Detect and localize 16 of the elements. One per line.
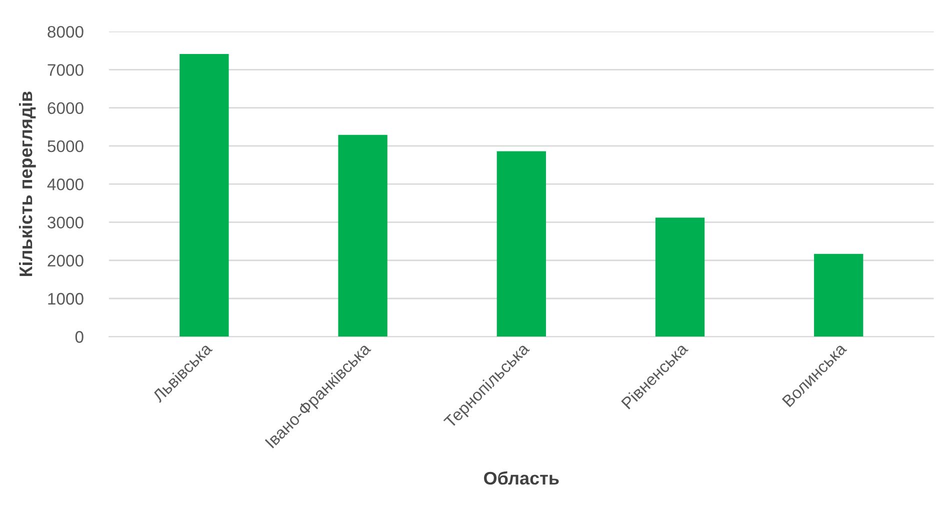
- y-tick-label: 0: [75, 331, 84, 343]
- y-tick-label: 1000: [48, 292, 84, 305]
- y-axis-title: Кількість переглядів: [19, 92, 36, 276]
- y-tick-label: 4000: [47, 178, 84, 190]
- y-tick-label: 7000: [48, 64, 84, 76]
- y-tick-label: 6000: [48, 102, 84, 114]
- bar: [338, 134, 388, 337]
- y-tick-label: 5000: [48, 140, 84, 152]
- bar: [496, 151, 546, 337]
- bar: [180, 54, 229, 337]
- bar: [655, 218, 705, 337]
- y-tick-label: 3000: [48, 216, 84, 228]
- y-tick-label: 2000: [48, 254, 84, 267]
- x-axis-title: Область: [484, 471, 559, 485]
- y-tick-label: 8000: [48, 26, 84, 38]
- bar: [814, 254, 864, 337]
